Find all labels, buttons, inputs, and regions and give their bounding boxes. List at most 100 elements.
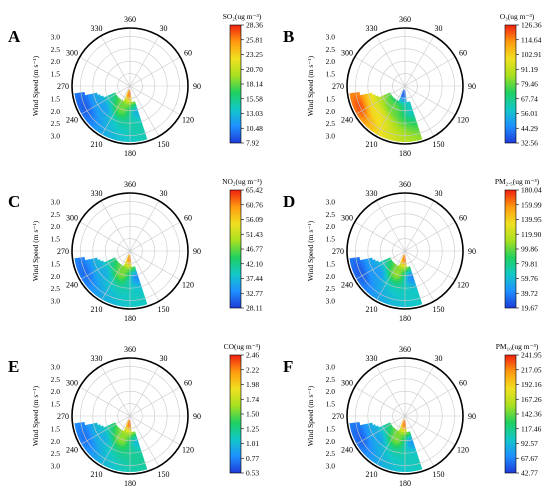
direction-tick-label: 330 (366, 24, 378, 33)
heatmap-cell (406, 303, 411, 307)
heatmap-cell (400, 454, 404, 458)
heatmap-cell (117, 460, 123, 464)
heatmap-cell (130, 444, 134, 448)
colorbar-tick-label: 56.09 (246, 215, 263, 224)
heatmap-cell (134, 296, 139, 300)
colorbar-tick-label: 142.36 (521, 410, 542, 419)
direction-tick-label: 120 (457, 446, 469, 455)
heatmap-cell (123, 433, 126, 437)
heatmap-cell (127, 94, 129, 98)
heatmap-cell (124, 444, 128, 448)
heatmap-cell (133, 453, 138, 457)
heatmap-cell (352, 268, 357, 274)
direction-tick-label: 90 (468, 247, 476, 256)
heatmap-cell (128, 89, 130, 93)
heatmap-cell (112, 261, 116, 265)
radial-tick-label: 3.0 (326, 362, 336, 371)
heatmap-cell (137, 130, 142, 134)
direction-tick-label: 210 (366, 305, 378, 314)
heatmap-cell (120, 102, 124, 106)
heatmap-cell (359, 424, 364, 429)
heatmap-cell (402, 254, 405, 258)
radial-tick-label: 2.0 (51, 387, 61, 396)
heatmap-cell (399, 276, 403, 280)
panel-f: 360 30 60 90 120 150 180 210 240 270 300 330 1.5 1.5 2… (283, 342, 542, 488)
heatmap-cell (124, 276, 128, 280)
heatmap-cell (134, 276, 137, 280)
heatmap-cell (125, 259, 128, 262)
heatmap-cell (405, 424, 407, 428)
heatmap-cell (118, 292, 123, 297)
heatmap-cell (115, 467, 121, 472)
heatmap-cell (127, 436, 130, 440)
heatmap-cell (410, 446, 414, 450)
heatmap-cell (392, 266, 396, 270)
heatmap-cell (390, 261, 394, 265)
heatmap-cell (403, 422, 405, 425)
heatmap-cell (125, 266, 128, 270)
heatmap-cell (127, 91, 129, 95)
heatmap-cell (121, 100, 124, 104)
heatmap-cell (125, 94, 128, 97)
panel-letter: B (283, 27, 294, 46)
heatmap-cell (409, 131, 414, 135)
radial-tick-label: 2.5 (51, 210, 61, 219)
heatmap-cell (128, 89, 130, 93)
heatmap-cell (123, 446, 127, 450)
heatmap-cell (387, 261, 391, 265)
radial-tick-label: 2.5 (51, 119, 61, 128)
direction-gridline (80, 222, 131, 252)
heatmap-cell (387, 257, 391, 260)
heatmap-cell (134, 458, 139, 462)
heatmap-cell (405, 104, 408, 108)
heatmap-cell (402, 254, 404, 258)
heatmap-cell (353, 272, 358, 278)
panel-letter: F (283, 357, 293, 376)
heatmap-cell (133, 448, 137, 453)
heatmap-cell (386, 260, 390, 264)
heatmap-cell (131, 291, 135, 295)
heatmap-cell (406, 289, 410, 293)
direction-tick-label: 330 (366, 189, 378, 198)
heatmap-cell (125, 429, 128, 433)
colorbar (504, 354, 517, 474)
heatmap-cell (127, 94, 130, 98)
heatmap-cell (87, 424, 91, 429)
heatmap-cell (127, 259, 129, 263)
heatmap-cell (137, 282, 142, 287)
heatmap-cell (408, 283, 412, 288)
heatmap-cell (396, 433, 400, 437)
heatmap-cell (108, 300, 114, 305)
heatmap-cell (349, 422, 353, 428)
heatmap-cell (75, 261, 79, 267)
heatmap-cell (388, 259, 392, 263)
heatmap-cell (130, 99, 132, 103)
direction-tick-label: 270 (332, 247, 344, 256)
heatmap-cell (388, 94, 392, 98)
colorbar-tick-label: 28.36 (246, 21, 263, 30)
heatmap-cell (384, 462, 390, 467)
heatmap-cell (123, 468, 129, 472)
heatmap-cell (74, 257, 78, 263)
heatmap-cell (118, 263, 121, 267)
heatmap-cell (398, 466, 404, 470)
heatmap-cell (108, 465, 114, 470)
heatmap-cell (351, 92, 356, 98)
direction-tick-label: 150 (158, 140, 170, 149)
heatmap-cell (350, 96, 354, 102)
direction-tick-label: 90 (193, 247, 201, 256)
heatmap-cell (395, 283, 400, 287)
heatmap-cell (396, 103, 400, 107)
heatmap-cell (401, 281, 404, 285)
heatmap-cell (398, 301, 404, 305)
heatmap-cell (132, 444, 136, 448)
heatmap-cell (408, 291, 413, 295)
heatmap-cell (125, 99, 128, 103)
heatmap-cell (411, 275, 414, 279)
heatmap-cell (135, 138, 140, 142)
direction-gridline (404, 57, 455, 87)
radial-tick-label: 3.0 (326, 32, 336, 41)
heatmap-cell (399, 444, 403, 448)
heatmap-cell (396, 445, 400, 450)
heatmap-cell (409, 301, 415, 305)
